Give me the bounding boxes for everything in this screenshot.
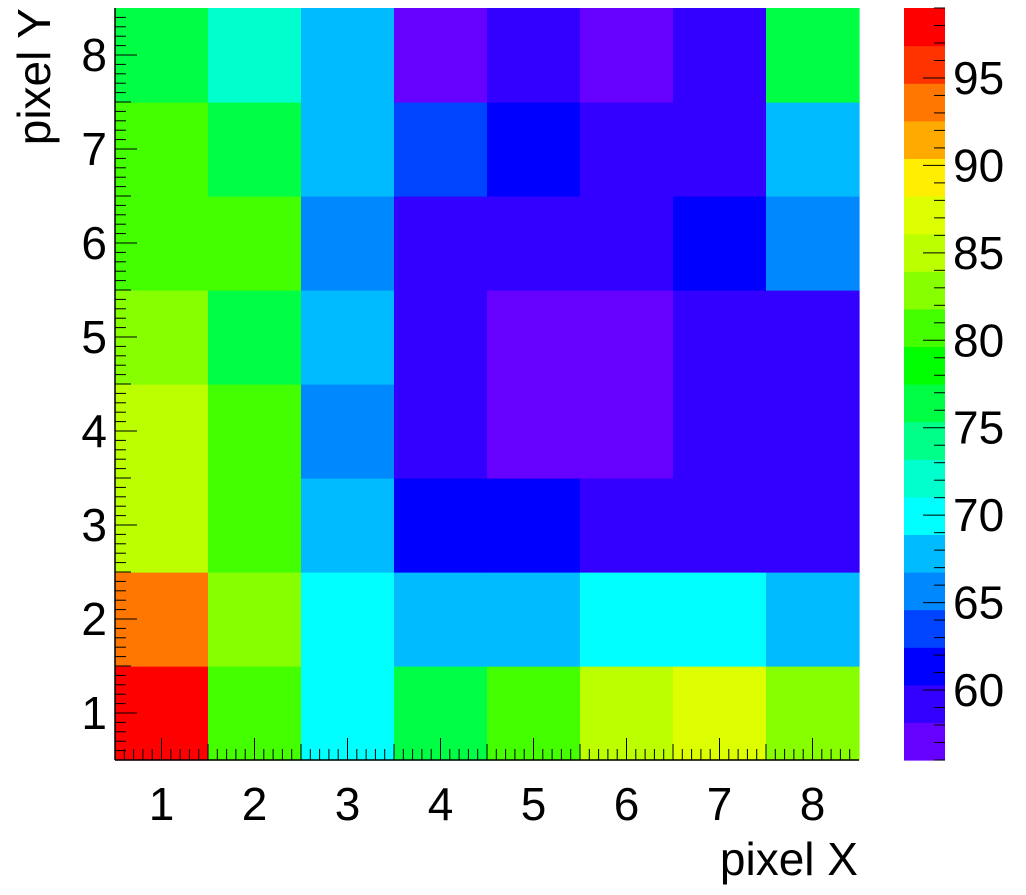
heatmap-cell xyxy=(673,384,767,479)
colorbar-segment xyxy=(904,572,945,611)
heatmap-cell xyxy=(301,196,395,291)
heatmap-cell xyxy=(580,572,674,667)
y-tick-label: 5 xyxy=(81,311,107,363)
heatmap-cell xyxy=(673,196,767,291)
heatmap-cell xyxy=(766,290,860,385)
y-tick-label: 1 xyxy=(81,687,107,739)
heatmap-cell xyxy=(580,196,674,291)
x-tick-label: 6 xyxy=(614,778,640,830)
colorbar-segment xyxy=(904,722,945,761)
heatmap-cell xyxy=(580,384,674,479)
x-tick-label: 1 xyxy=(149,778,175,830)
heatmap-cell xyxy=(487,384,581,479)
colorbar-axis: 60 65 70 75 80 85 90 95 xyxy=(923,7,1004,761)
heatmap-cell xyxy=(208,290,302,385)
x-tick-label: 2 xyxy=(242,778,268,830)
heatmap-cell xyxy=(208,384,302,479)
x-tick-label: 8 xyxy=(800,778,826,830)
heatmap-cell xyxy=(301,572,395,667)
colorbar-segment xyxy=(904,684,945,723)
colorbar-segment xyxy=(904,45,945,84)
heatmap-cell xyxy=(208,572,302,667)
heatmap-cell xyxy=(487,8,581,103)
heatmap-cell xyxy=(394,478,488,573)
colorbar-tick-label: 85 xyxy=(953,227,1004,279)
heatmap-cell xyxy=(673,102,767,197)
heatmap-cell xyxy=(208,478,302,573)
heatmap-cell xyxy=(766,384,860,479)
heatmap-cell xyxy=(673,572,767,667)
colorbar-segment xyxy=(904,271,945,310)
heatmap-cell xyxy=(487,478,581,573)
heatmap-cell xyxy=(394,196,488,291)
colorbar-tick-label: 65 xyxy=(953,577,1004,629)
heatmap-cell xyxy=(766,8,860,103)
y-tick-label: 2 xyxy=(81,593,107,645)
y-tick-label: 3 xyxy=(81,499,107,551)
heatmap-cell xyxy=(208,8,302,103)
heatmap-cell xyxy=(487,102,581,197)
heatmap-cell xyxy=(208,196,302,291)
heatmap-cell xyxy=(487,290,581,385)
heatmap-cell xyxy=(301,478,395,573)
colorbar-tick-label: 75 xyxy=(953,402,1004,454)
heatmap-cell xyxy=(673,8,767,103)
colorbar-tick-label: 80 xyxy=(953,314,1004,366)
y-axis-title: pixel Y xyxy=(8,8,60,145)
y-tick-label: 7 xyxy=(81,123,107,175)
x-axis-title: pixel X xyxy=(720,833,858,885)
colorbar-segment xyxy=(904,196,945,235)
colorbar-segment xyxy=(904,83,945,122)
colorbar-segment xyxy=(904,534,945,573)
heatmap-cell xyxy=(487,196,581,291)
colorbar-tick-label: 90 xyxy=(953,139,1004,191)
colorbar-segment xyxy=(904,496,945,535)
colorbar-segment xyxy=(904,120,945,159)
y-tick-label: 4 xyxy=(81,405,107,457)
heatmap-cell xyxy=(394,572,488,667)
colorbar-tick-label: 70 xyxy=(953,489,1004,541)
x-tick-label: 5 xyxy=(521,778,547,830)
heatmap-cell xyxy=(301,384,395,479)
heatmap-cell xyxy=(580,478,674,573)
heatmap-cell xyxy=(580,8,674,103)
colorbar-segment xyxy=(904,647,945,686)
x-axis: 1 2 3 4 5 6 7 8 xyxy=(123,738,851,830)
heatmap-cell xyxy=(580,290,674,385)
colorbar-tick-label: 95 xyxy=(953,52,1004,104)
heatmap-cell xyxy=(580,102,674,197)
colorbar-segment xyxy=(904,459,945,498)
heatmap-cell xyxy=(394,290,488,385)
heatmap-cell xyxy=(766,572,860,667)
colorbar-tick-label: 60 xyxy=(953,664,1004,716)
heatmap-cell xyxy=(301,8,395,103)
y-tick-label: 8 xyxy=(81,29,107,81)
colorbar-segment xyxy=(904,8,945,47)
colorbar-segment xyxy=(904,346,945,385)
heatmap-cells xyxy=(115,8,860,761)
y-axis: 1 2 3 4 5 6 7 8 xyxy=(81,16,137,752)
colorbar-segment xyxy=(904,384,945,423)
heatmap-cell xyxy=(394,102,488,197)
x-tick-label: 3 xyxy=(335,778,361,830)
x-tick-label: 4 xyxy=(428,778,454,830)
heatmap-cell xyxy=(208,102,302,197)
heatmap-cell xyxy=(394,384,488,479)
colorbar xyxy=(904,8,945,761)
colorbar-segment xyxy=(904,158,945,197)
heatmap-cell xyxy=(766,478,860,573)
heatmap-cell xyxy=(673,478,767,573)
heatmap-cell xyxy=(301,102,395,197)
x-tick-label: 7 xyxy=(707,778,733,830)
heatmap-cell xyxy=(487,572,581,667)
heatmap-cell xyxy=(673,290,767,385)
heatmap-cell xyxy=(766,102,860,197)
colorbar-segment xyxy=(904,609,945,648)
y-tick-label: 6 xyxy=(81,217,107,269)
heatmap-cell xyxy=(766,196,860,291)
heatmap-cell xyxy=(394,8,488,103)
heatmap-cell xyxy=(301,290,395,385)
colorbar-segment xyxy=(904,308,945,347)
